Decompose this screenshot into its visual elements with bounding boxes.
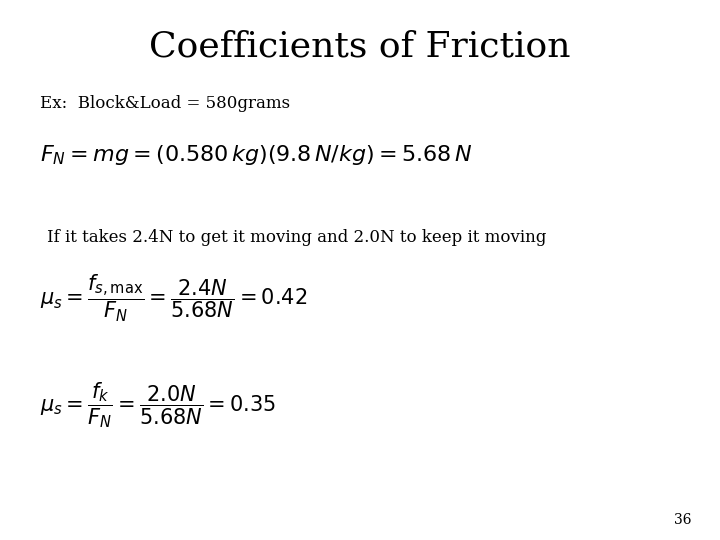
Text: $F_N = mg = (0.580\,kg)(9.8\,N/kg) = 5.68\,N$: $F_N = mg = (0.580\,kg)(9.8\,N/kg) = 5.6… bbox=[40, 143, 472, 167]
Text: If it takes 2.4N to get it moving and 2.0N to keep it moving: If it takes 2.4N to get it moving and 2.… bbox=[47, 230, 546, 246]
Text: $\mu_s = \dfrac{f_k}{F_N} = \dfrac{2.0N}{5.68N} = 0.35$: $\mu_s = \dfrac{f_k}{F_N} = \dfrac{2.0N}… bbox=[40, 381, 276, 430]
Text: Ex:  Block&Load = 580grams: Ex: Block&Load = 580grams bbox=[40, 94, 289, 111]
Text: Coefficients of Friction: Coefficients of Friction bbox=[149, 30, 571, 64]
Text: 36: 36 bbox=[674, 512, 691, 526]
Text: $\mu_s = \dfrac{f_{s,\mathrm{max}}}{F_N} = \dfrac{2.4N}{5.68N} = 0.42$: $\mu_s = \dfrac{f_{s,\mathrm{max}}}{F_N}… bbox=[40, 273, 307, 324]
